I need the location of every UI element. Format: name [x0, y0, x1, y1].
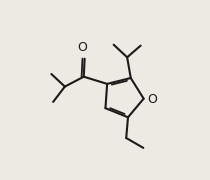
Text: O: O [77, 41, 87, 54]
Text: O: O [148, 93, 158, 105]
